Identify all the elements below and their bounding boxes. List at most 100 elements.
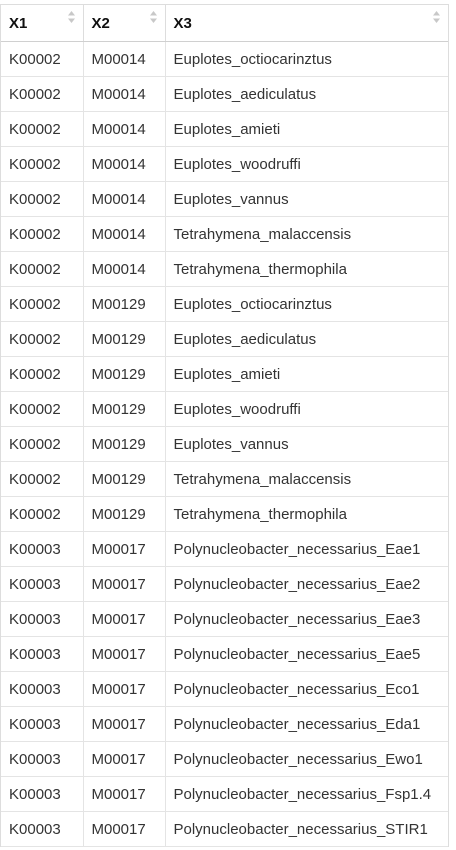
table-cell-x3: Polynucleobacter_necessarius_Eae3: [165, 601, 448, 637]
table-cell-x2: M00017: [83, 636, 166, 672]
table-row: K00002 M00129 Euplotes_octiocarinztus: [1, 286, 448, 322]
table-cell-x1: K00003: [1, 671, 84, 707]
column-header-label: X3: [173, 14, 192, 32]
sort-updown-icon[interactable]: [149, 10, 158, 24]
table-cell-x3: Euplotes_vannus: [165, 181, 448, 217]
table-cell-x2: M00129: [83, 426, 166, 462]
table-cell-x2: M00017: [83, 601, 166, 637]
column-header-x3[interactable]: X3: [165, 4, 448, 42]
table-cell-x2: M00017: [83, 706, 166, 742]
table-row: K00003 M00017 Polynucleobacter_necessarius…: [1, 811, 448, 847]
sort-updown-icon[interactable]: [67, 10, 76, 24]
table-row: K00002 M00129 Euplotes_woodruffi: [1, 391, 448, 427]
table-cell-x3: Euplotes_woodruffi: [165, 146, 448, 182]
table-cell-x3: Euplotes_amieti: [165, 111, 448, 147]
table-cell-x2: M00014: [83, 76, 166, 112]
table-row: K00002 M00129 Euplotes_aediculatus: [1, 321, 448, 357]
table-cell-x3: Polynucleobacter_necessarius_STIR1: [165, 811, 448, 847]
table-cell-x3: Tetrahymena_malaccensis: [165, 461, 448, 497]
table-cell-x2: M00014: [83, 146, 166, 182]
table-row: K00003 M00017 Polynucleobacter_necessarius…: [1, 741, 448, 777]
table-row: K00003 M00017 Polynucleobacter_necessarius…: [1, 566, 448, 602]
table-cell-x1: K00003: [1, 776, 84, 812]
table-cell-x2: M00017: [83, 811, 166, 847]
table-row: K00003 M00017 Polynucleobacter_necessarius…: [1, 671, 448, 707]
table-row: K00002 M00129 Tetrahymena_thermophila: [1, 496, 448, 532]
column-header-label: X1: [9, 14, 28, 32]
table-row: K00002 M00014 Euplotes_octiocarinztus: [1, 41, 448, 77]
table-cell-x2: M00129: [83, 496, 166, 532]
table-cell-x2: M00017: [83, 776, 166, 812]
table-cell-x3: Polynucleobacter_necessarius_Eae5: [165, 636, 448, 672]
table-cell-x1: K00002: [1, 216, 84, 252]
table-cell-x2: M00014: [83, 251, 166, 287]
table-cell-x3: Polynucleobacter_necessarius_Eae2: [165, 566, 448, 602]
table-cell-x1: K00002: [1, 146, 84, 182]
table-cell-x1: K00003: [1, 531, 84, 567]
table-cell-x1: K00003: [1, 706, 84, 742]
table-cell-x1: K00002: [1, 41, 84, 77]
table-row: K00002 M00129 Euplotes_vannus: [1, 426, 448, 462]
table-header-row: X1 X2 X3: [1, 4, 448, 42]
table-row: K00003 M00017 Polynucleobacter_necessarius…: [1, 601, 448, 637]
table-cell-x2: M00129: [83, 461, 166, 497]
table-cell-x3: Polynucleobacter_necessarius_Fsp1.4: [165, 776, 448, 812]
table-row: K00002 M00014 Tetrahymena_malaccensis: [1, 216, 448, 252]
table-row: K00002 M00014 Tetrahymena_thermophila: [1, 251, 448, 287]
table-cell-x2: M00017: [83, 741, 166, 777]
table-cell-x3: Polynucleobacter_necessarius_Ewo1: [165, 741, 448, 777]
data-table: X1 X2 X3 K00002 M00014 Euplotes_octiocarinzt…: [1, 4, 448, 847]
table-cell-x1: K00002: [1, 181, 84, 217]
table-cell-x1: K00002: [1, 251, 84, 287]
table-row: K00002 M00014 Euplotes_vannus: [1, 181, 448, 217]
table-cell-x1: K00002: [1, 426, 84, 462]
table-row: K00003 M00017 Polynucleobacter_necessarius…: [1, 531, 448, 567]
table-cell-x3: Tetrahymena_malaccensis: [165, 216, 448, 252]
table-cell-x1: K00002: [1, 321, 84, 357]
table-cell-x3: Euplotes_octiocarinztus: [165, 41, 448, 77]
table-cell-x1: K00002: [1, 496, 84, 532]
table-cell-x3: Polynucleobacter_necessarius_Eco1: [165, 671, 448, 707]
table-cell-x3: Euplotes_amieti: [165, 356, 448, 392]
table-cell-x1: K00002: [1, 111, 84, 147]
table-cell-x3: Polynucleobacter_necessarius_Eae1: [165, 531, 448, 567]
table-cell-x1: K00003: [1, 741, 84, 777]
table-cell-x2: M00014: [83, 181, 166, 217]
table-header: X1 X2 X3: [1, 4, 448, 42]
table-row: K00002 M00129 Euplotes_amieti: [1, 356, 448, 392]
table-cell-x3: Euplotes_aediculatus: [165, 76, 448, 112]
table-cell-x1: K00002: [1, 356, 84, 392]
table-cell-x2: M00129: [83, 286, 166, 322]
table-cell-x3: Tetrahymena_thermophila: [165, 251, 448, 287]
table-cell-x2: M00129: [83, 321, 166, 357]
table-cell-x2: M00017: [83, 531, 166, 567]
table-row: K00003 M00017 Polynucleobacter_necessarius…: [1, 706, 448, 742]
table-cell-x3: Euplotes_aediculatus: [165, 321, 448, 357]
table-cell-x3: Tetrahymena_thermophila: [165, 496, 448, 532]
data-table-container: X1 X2 X3 K00002 M00014 Euplotes_octiocarinzt…: [0, 4, 449, 847]
column-header-x2[interactable]: X2: [83, 4, 166, 42]
table-cell-x3: Euplotes_woodruffi: [165, 391, 448, 427]
table-cell-x1: K00003: [1, 566, 84, 602]
column-header-x1[interactable]: X1: [1, 4, 84, 42]
table-cell-x3: Euplotes_vannus: [165, 426, 448, 462]
table-cell-x1: K00003: [1, 811, 84, 847]
table-row: K00003 M00017 Polynucleobacter_necessarius…: [1, 776, 448, 812]
column-header-label: X2: [91, 14, 110, 32]
table-cell-x1: K00002: [1, 391, 84, 427]
table-cell-x1: K00003: [1, 636, 84, 672]
table-cell-x3: Polynucleobacter_necessarius_Eda1: [165, 706, 448, 742]
table-row: K00002 M00014 Euplotes_aediculatus: [1, 76, 448, 112]
table-row: K00002 M00014 Euplotes_woodruffi: [1, 146, 448, 182]
sort-updown-icon[interactable]: [432, 10, 441, 24]
table-cell-x2: M00129: [83, 391, 166, 427]
table-row: K00002 M00129 Tetrahymena_malaccensis: [1, 461, 448, 497]
table-cell-x1: K00003: [1, 601, 84, 637]
table-cell-x2: M00014: [83, 41, 166, 77]
table-cell-x1: K00002: [1, 76, 84, 112]
table-cell-x3: Euplotes_octiocarinztus: [165, 286, 448, 322]
table-row: K00003 M00017 Polynucleobacter_necessarius…: [1, 636, 448, 672]
table-body: K00002 M00014 Euplotes_octiocarinztus K0000…: [1, 41, 448, 847]
table-cell-x2: M00017: [83, 671, 166, 707]
table-cell-x2: M00017: [83, 566, 166, 602]
